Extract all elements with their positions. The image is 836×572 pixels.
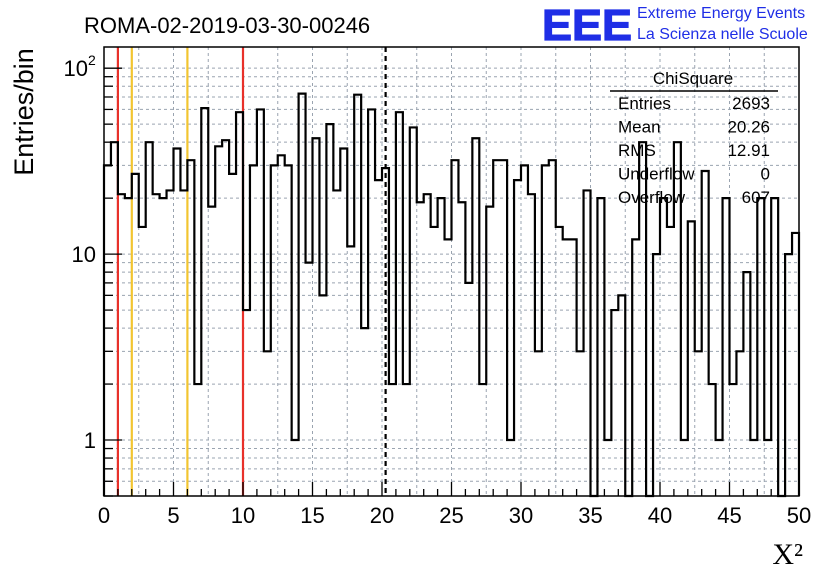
x-tick-labels: 0 5 10 15 20 25 30 35 40 45 50 bbox=[98, 503, 811, 528]
x-tick-label: 40 bbox=[648, 503, 672, 528]
x-tick-label: 20 bbox=[370, 503, 394, 528]
x-tick-label: 45 bbox=[717, 503, 741, 528]
stats-label: RMS bbox=[618, 141, 656, 160]
y-tick-label: 10 bbox=[64, 56, 88, 81]
stats-value: 607 bbox=[742, 188, 770, 207]
logo-line2: La Scienza nelle Scuole bbox=[637, 26, 808, 43]
stats-title: ChiSquare bbox=[653, 69, 733, 88]
chart-title: ROMA-02-2019-03-30-00246 bbox=[84, 13, 370, 38]
histogram-series bbox=[102, 92, 801, 498]
x-tick-label: 35 bbox=[578, 503, 602, 528]
axis-ticks bbox=[103, 67, 800, 497]
x-tick-label: 25 bbox=[439, 503, 463, 528]
stats-label: Underflow bbox=[618, 165, 695, 184]
y-tick-label: 10 bbox=[72, 242, 96, 267]
x-tick-label: 0 bbox=[98, 503, 110, 528]
stats-value: 0 bbox=[761, 165, 770, 184]
x-tick-label: 10 bbox=[231, 503, 255, 528]
x-tick-label: 15 bbox=[300, 503, 324, 528]
x-tick-label: 30 bbox=[509, 503, 533, 528]
eee-logo-mark: EEE bbox=[542, 1, 632, 50]
y-tick-exponent: 2 bbox=[88, 52, 96, 68]
y-axis-label: Entries/bin bbox=[9, 48, 39, 176]
eee-logo: EEE Extreme Energy Events La Scienza nel… bbox=[541, 0, 808, 50]
reference-lines bbox=[116, 47, 387, 496]
x-tick-label: 5 bbox=[167, 503, 179, 528]
x-tick-label: 50 bbox=[787, 503, 811, 528]
stats-label: Entries bbox=[618, 94, 671, 113]
logo-line1: Extreme Energy Events bbox=[637, 5, 805, 22]
y-tick-label: 1 bbox=[84, 428, 96, 453]
stats-value: 12.91 bbox=[727, 141, 770, 160]
stats-label: Overflow bbox=[618, 188, 686, 207]
stats-value: 2693 bbox=[732, 94, 770, 113]
stats-rows: Entries 2693 Mean 20.26 RMS 12.91 Underflow 0 Ov… bbox=[618, 94, 770, 207]
stats-box: ChiSquare Entries 2693 Mean 20.26 RMS 12.91 Un… bbox=[610, 69, 778, 207]
stats-label: Mean bbox=[618, 118, 661, 137]
x-axis-label: X² bbox=[772, 538, 803, 571]
stats-value: 20.26 bbox=[727, 118, 770, 137]
